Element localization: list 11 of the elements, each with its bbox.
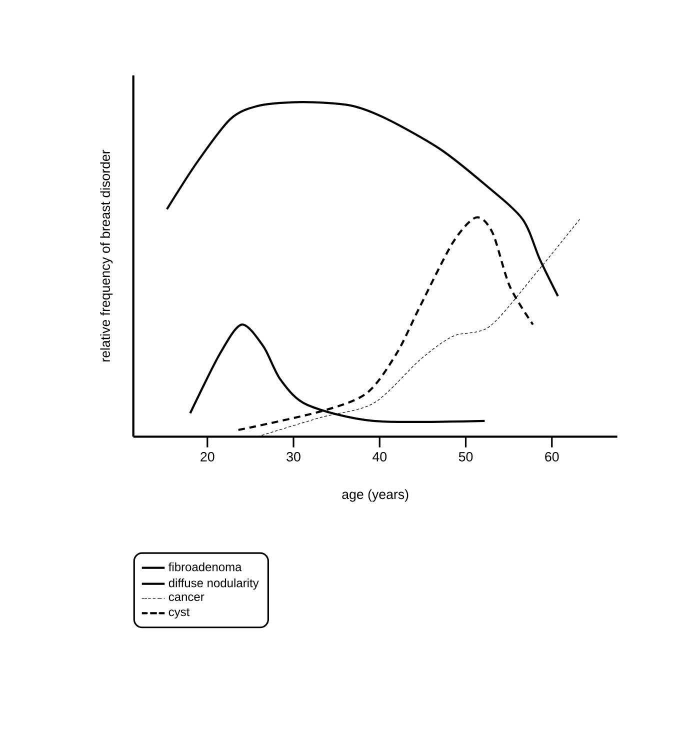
x-tick-label: 40 <box>372 452 387 462</box>
legend-label: cyst <box>168 608 190 619</box>
x-tick-label: 30 <box>286 452 300 462</box>
y-axis-title: relative frequency of breast disorder <box>100 150 113 362</box>
x-tick-label: 60 <box>545 452 559 462</box>
x-tick-label: 20 <box>200 452 214 462</box>
legend-label: cancer <box>168 594 204 602</box>
legend-label: fibroadenoma <box>168 562 242 572</box>
legend-label: diffuse nodularity <box>168 578 259 590</box>
x-tick-label: 50 <box>458 452 473 462</box>
x-axis-title: age (years) <box>342 489 408 502</box>
